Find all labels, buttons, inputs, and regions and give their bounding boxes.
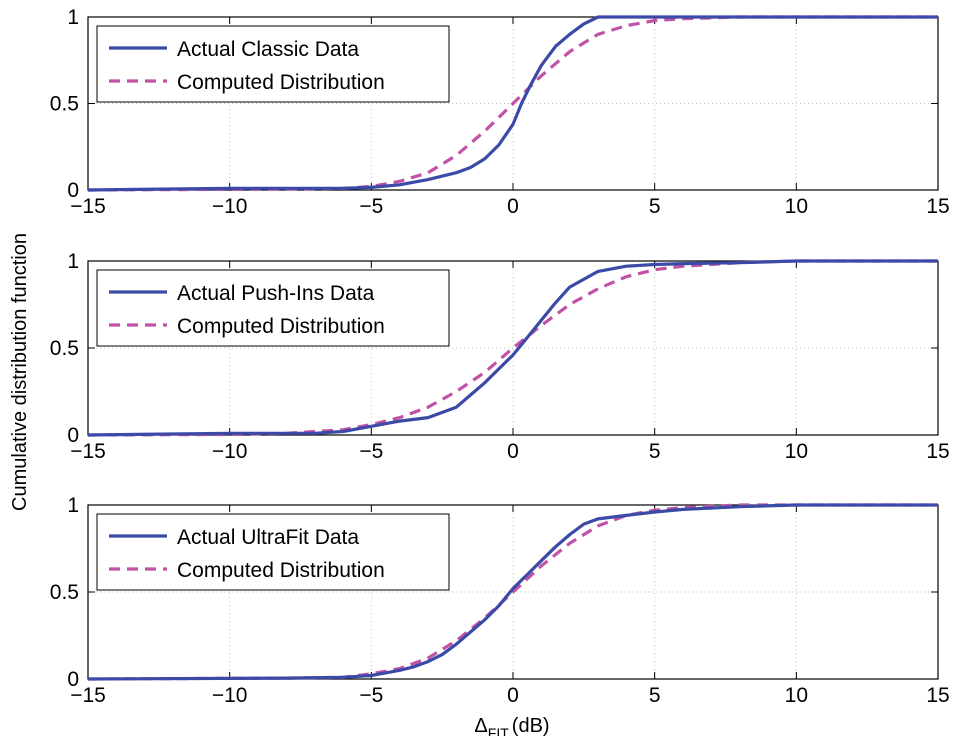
legend-entry: Computed Distribution: [177, 315, 385, 338]
legend-box: [96, 269, 450, 347]
x-tick-label: 10: [785, 440, 808, 463]
actual-data-line: [87, 15, 938, 192]
x-tick-label: 15: [926, 440, 949, 463]
panel-2: −15 −10 −5 0 5 10 15 0 0.5 1 Actual Push-Ins Data C…: [50, 250, 950, 463]
x-tick-label: −15: [70, 684, 106, 707]
x-tick-label: 5: [649, 195, 661, 218]
computed-distribution-line: [87, 259, 938, 437]
y-tick-label: 1: [67, 494, 79, 517]
x-tick-label: −5: [359, 195, 383, 218]
panel-3: −15 −10 −5 0 5 10 15 0 0.5 1 Actual UltraFit Data C…: [50, 494, 950, 707]
x-tick-label: 10: [785, 684, 808, 707]
y-tick-label: 0: [67, 179, 79, 202]
x-tick-label: 15: [926, 684, 949, 707]
y-tick-label: 0: [67, 424, 79, 447]
y-tick-label: 0.5: [50, 337, 79, 360]
legend-entry: Computed Distribution: [177, 71, 385, 94]
y-axis-label: Cumulative distribution function: [9, 233, 31, 511]
x-axis-label-subscript: FIT: [488, 725, 509, 736]
x-tick-label: 15: [926, 195, 949, 218]
actual-data-line: [87, 503, 938, 681]
x-tick-label: −5: [359, 440, 383, 463]
x-axis-label: ΔFIT (dB): [474, 715, 549, 736]
x-tick-label: 0: [507, 195, 519, 218]
x-tick-label: −10: [212, 684, 248, 707]
y-tick-label: 0: [67, 668, 79, 691]
y-tick-label: 0.5: [50, 93, 79, 116]
x-tick-label: 10: [785, 195, 808, 218]
y-tick-label: 1: [67, 250, 79, 273]
legend-entry: Computed Distribution: [177, 559, 385, 582]
x-tick-label: 0: [507, 684, 519, 707]
x-tick-label: −10: [212, 440, 248, 463]
x-axis-label-symbol: Δ: [474, 715, 487, 736]
x-axis-label-unit: (dB): [512, 715, 550, 736]
x-tick-label: −5: [359, 684, 383, 707]
x-tick-label: 5: [649, 440, 661, 463]
y-tick-label: 1: [67, 6, 79, 29]
legend-entry: Actual UltraFit Data: [177, 526, 359, 549]
x-tick-label: −15: [70, 195, 106, 218]
actual-data-line: [87, 259, 938, 437]
x-tick-label: 0: [507, 440, 519, 463]
x-tick-label: 5: [649, 684, 661, 707]
panel-1: −15 −10 −5 0 5 10 15 0 0.5 1 Actual Classic Data Co…: [50, 6, 950, 218]
x-tick-label: −15: [70, 440, 106, 463]
y-tick-label: 0.5: [50, 581, 79, 604]
legend-entry: Actual Classic Data: [177, 38, 359, 61]
legend-entry: Actual Push-Ins Data: [177, 282, 375, 305]
legend-box: [96, 513, 450, 591]
x-tick-label: −10: [212, 195, 248, 218]
legend-box: [96, 25, 450, 103]
